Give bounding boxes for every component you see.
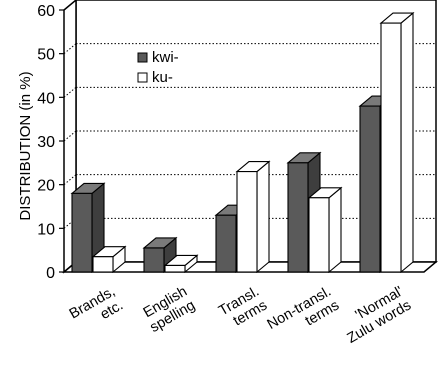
- bar-front: [308, 197, 330, 273]
- y-tick-label: 0: [46, 265, 55, 282]
- legend-swatch: [137, 72, 148, 83]
- legend: kwi-ku-: [137, 49, 179, 86]
- gridline-side: [63, 174, 77, 186]
- legend-label: kwi-: [152, 49, 179, 66]
- gridline-side: [63, 130, 77, 142]
- y-axis-label: DISTRIBUTION (in %): [17, 71, 34, 220]
- legend-label: ku-: [152, 69, 173, 86]
- legend-swatch: [137, 52, 148, 63]
- x-tick-label: Transl.terms: [216, 284, 270, 334]
- bar-front: [359, 105, 381, 273]
- y-axis-ticks: 0 10 20 30 40 50 60: [37, 3, 64, 282]
- x-axis-labels: Brands,etc. Englishspelling Transl.termsNo…: [67, 283, 414, 346]
- y-tick-label: 50: [37, 47, 55, 64]
- bar-side: [256, 160, 270, 274]
- y-tick-label: 40: [37, 90, 55, 107]
- gridline-side: [63, 86, 77, 98]
- x-tick-label: Brands,etc.: [67, 284, 126, 337]
- bar-front: [215, 214, 237, 273]
- gridline-side: [63, 43, 77, 55]
- bar-kwi-1: [142, 236, 178, 274]
- y-tick-label: 30: [37, 134, 55, 151]
- bar-front: [236, 171, 258, 273]
- bar-front: [92, 256, 114, 273]
- y-tick-label: 10: [37, 221, 55, 238]
- bar-front: [287, 162, 309, 273]
- y-tick-label: 20: [37, 178, 55, 195]
- bar-front: [71, 192, 93, 273]
- bar-front: [380, 22, 402, 273]
- bar-side: [400, 11, 414, 274]
- bar-front: [143, 247, 165, 273]
- bars: [70, 11, 415, 274]
- bar-front: [164, 264, 186, 273]
- bar-ku-0: [91, 245, 127, 274]
- bar-ku-4: [379, 11, 415, 274]
- x-tick-label: Non-transl.terms: [265, 284, 342, 347]
- x-tick-label: Englishspelling: [139, 284, 198, 336]
- bar-ku-3: [307, 186, 343, 274]
- bar-ku-1: [163, 254, 199, 274]
- bar-ku-2: [235, 160, 271, 274]
- y-tick-label: 60: [37, 3, 55, 20]
- x-tick-label: 'Normal'Zulu words: [337, 283, 415, 346]
- bar-side: [328, 186, 342, 274]
- gridline-side: [63, 217, 77, 229]
